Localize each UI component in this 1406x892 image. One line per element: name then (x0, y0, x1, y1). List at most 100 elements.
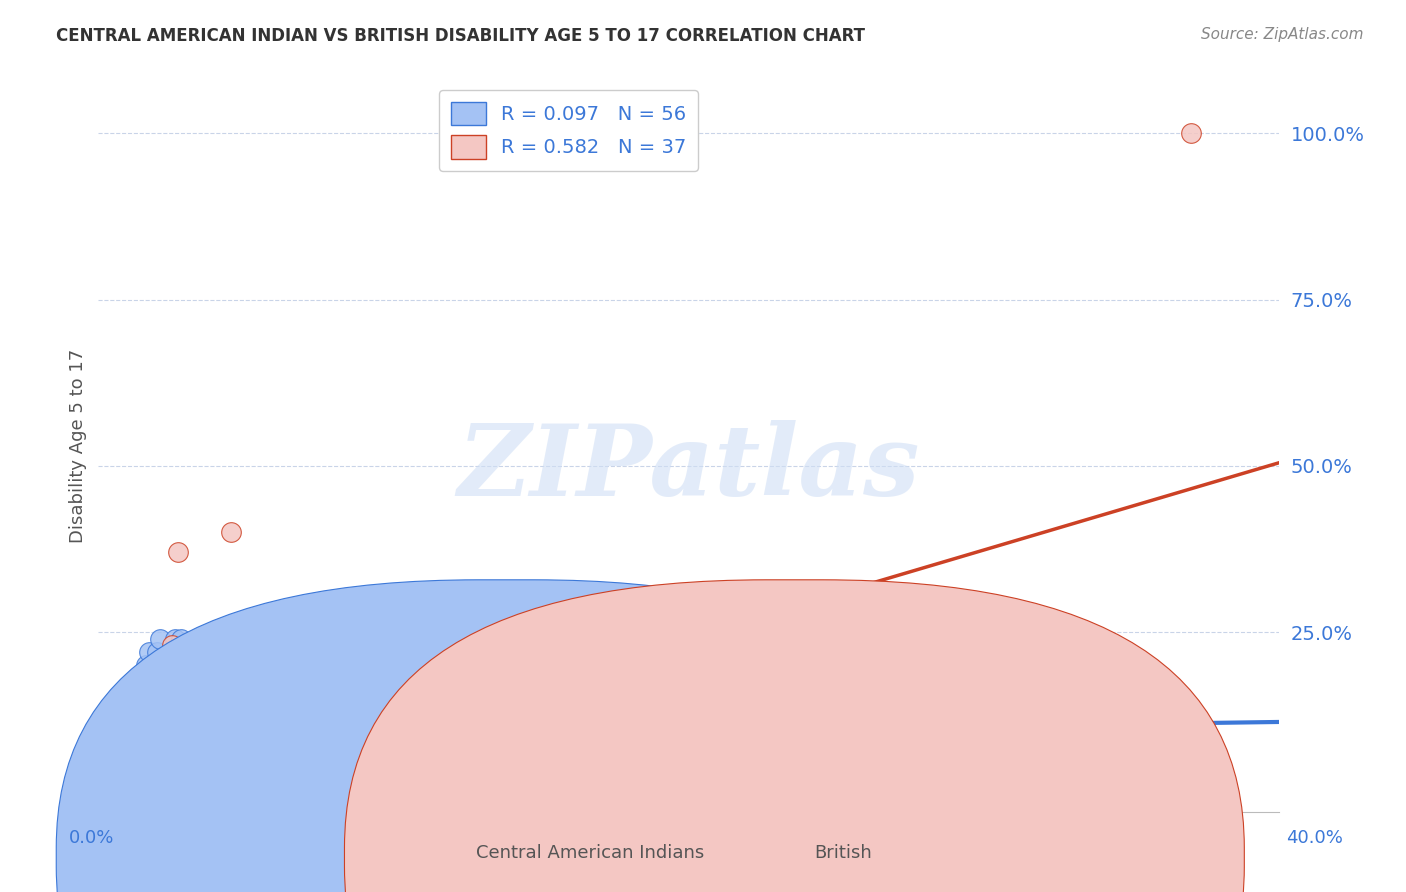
Point (162, 639, 183, 653)
Point (146, 672, 169, 686)
Point (170, 632, 193, 646)
Point (176, 678, 198, 692)
Point (205, 738, 228, 752)
Point (105, 758, 128, 772)
Point (235, 738, 257, 752)
Point (125, 691, 148, 706)
Point (353, 738, 375, 752)
Point (108, 731, 131, 746)
Point (138, 645, 160, 659)
Point (152, 658, 174, 673)
Point (211, 725, 233, 739)
Point (200, 738, 222, 752)
Point (973, 738, 995, 752)
Point (167, 645, 190, 659)
Point (98, 772, 121, 786)
Point (114, 738, 136, 752)
Point (143, 672, 166, 686)
Point (117, 705, 139, 719)
Point (111, 725, 134, 739)
Point (181, 645, 204, 659)
Text: Source: ZipAtlas.com: Source: ZipAtlas.com (1201, 27, 1364, 42)
Text: Central American Indians: Central American Indians (477, 844, 704, 862)
Point (264, 738, 287, 752)
Point (132, 691, 155, 706)
Point (135, 658, 157, 673)
Text: 40.0%: 40.0% (1286, 829, 1343, 847)
Point (176, 725, 198, 739)
Point (294, 632, 316, 646)
Point (162, 645, 183, 659)
Point (122, 685, 145, 699)
Point (93, 772, 115, 786)
Point (382, 738, 405, 752)
Point (165, 632, 187, 646)
Point (221, 738, 243, 752)
Point (105, 738, 128, 752)
Point (825, 738, 848, 752)
Point (125, 712, 148, 726)
Point (108, 745, 131, 759)
Point (96, 764, 118, 779)
Point (152, 658, 174, 673)
Point (103, 772, 125, 786)
Point (103, 751, 125, 765)
Point (122, 725, 145, 739)
Point (96, 758, 118, 772)
Point (205, 738, 228, 752)
Point (103, 764, 125, 779)
Point (323, 738, 346, 752)
Point (191, 731, 214, 746)
Point (125, 718, 148, 732)
Point (114, 738, 136, 752)
Point (128, 705, 150, 719)
Point (280, 645, 302, 659)
Point (114, 718, 136, 732)
Point (323, 672, 346, 686)
Point (111, 751, 134, 765)
Point (120, 698, 142, 713)
Point (120, 718, 142, 732)
Point (149, 632, 172, 646)
Point (128, 678, 150, 692)
Point (884, 738, 907, 752)
Point (135, 698, 157, 713)
Point (98, 758, 121, 772)
Legend: R = 0.097   N = 56, R = 0.582   N = 37: R = 0.097 N = 56, R = 0.582 N = 37 (439, 90, 697, 170)
Point (1180, 127, 1202, 141)
Point (117, 731, 139, 746)
Point (155, 672, 177, 686)
Point (191, 645, 214, 659)
Point (1209, 778, 1232, 792)
Point (93, 764, 115, 779)
Point (884, 672, 907, 686)
Point (146, 645, 169, 659)
Text: CENTRAL AMERICAN INDIAN VS BRITISH DISABILITY AGE 5 TO 17 CORRELATION CHART: CENTRAL AMERICAN INDIAN VS BRITISH DISAB… (56, 27, 865, 45)
Point (98, 745, 121, 759)
Point (157, 652, 180, 666)
Text: ZIPatlas: ZIPatlas (458, 420, 920, 516)
Point (170, 645, 193, 659)
Point (141, 685, 163, 699)
Point (235, 738, 257, 752)
Point (221, 525, 243, 540)
Point (973, 738, 995, 752)
Point (181, 685, 204, 699)
Text: British: British (814, 844, 873, 862)
Text: 0.0%: 0.0% (69, 829, 114, 847)
Point (105, 758, 128, 772)
Point (382, 738, 405, 752)
Point (165, 652, 187, 666)
Y-axis label: Disability Age 5 to 17: Disability Age 5 to 17 (69, 349, 87, 543)
Point (122, 712, 145, 726)
Point (167, 545, 190, 559)
Point (943, 751, 966, 765)
Point (250, 645, 273, 659)
Point (108, 751, 131, 765)
Point (117, 731, 139, 746)
Point (141, 685, 163, 699)
Point (120, 725, 142, 739)
Point (796, 678, 818, 692)
Point (132, 698, 155, 713)
Point (264, 632, 287, 646)
